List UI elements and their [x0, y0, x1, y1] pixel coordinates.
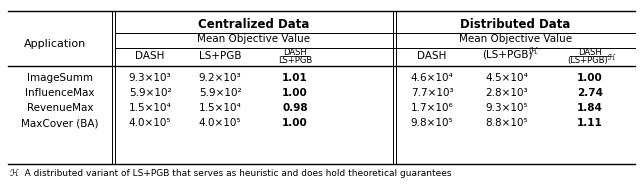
- Text: 5.9×10²: 5.9×10²: [198, 88, 241, 98]
- Text: Distributed Data: Distributed Data: [460, 17, 571, 31]
- Text: (LS+PGB): (LS+PGB): [482, 49, 532, 59]
- Text: 1.7×10⁶: 1.7×10⁶: [411, 103, 453, 113]
- Text: DASH: DASH: [283, 47, 307, 57]
- Text: 9.3×10³: 9.3×10³: [129, 73, 172, 83]
- Text: 1.11: 1.11: [577, 118, 603, 128]
- Text: 1.5×10⁴: 1.5×10⁴: [129, 103, 172, 113]
- Text: MaxCover (BA): MaxCover (BA): [21, 118, 99, 128]
- Text: 7.7×10³: 7.7×10³: [411, 88, 453, 98]
- Text: 8.8×10⁵: 8.8×10⁵: [486, 118, 528, 128]
- Text: ℋ: ℋ: [529, 46, 538, 55]
- Text: RevenueMax: RevenueMax: [27, 103, 93, 113]
- Text: Mean Objective Value: Mean Objective Value: [197, 34, 310, 44]
- Text: InfluenceMax: InfluenceMax: [25, 88, 95, 98]
- Text: 4.6×10⁴: 4.6×10⁴: [411, 73, 453, 83]
- Text: DASH: DASH: [135, 51, 164, 61]
- Text: 9.8×10⁵: 9.8×10⁵: [411, 118, 453, 128]
- Text: DASH: DASH: [417, 51, 447, 61]
- Text: 9.3×10⁵: 9.3×10⁵: [486, 103, 528, 113]
- Text: 1.00: 1.00: [282, 118, 308, 128]
- Text: ImageSumm: ImageSumm: [27, 73, 93, 83]
- Text: Application: Application: [24, 39, 86, 49]
- Text: (LS+PGB): (LS+PGB): [568, 55, 609, 65]
- Text: LS+PGB: LS+PGB: [199, 51, 241, 61]
- Text: ℋ  A distributed variant of LS+PGB that serves as heuristic and does hold theore: ℋ A distributed variant of LS+PGB that s…: [10, 169, 451, 179]
- Text: DASH: DASH: [578, 47, 602, 57]
- Text: 1.01: 1.01: [282, 73, 308, 83]
- Text: 1.00: 1.00: [282, 88, 308, 98]
- Text: ℋ: ℋ: [608, 52, 616, 62]
- Text: 2.74: 2.74: [577, 88, 603, 98]
- Text: 4.0×10⁵: 4.0×10⁵: [199, 118, 241, 128]
- Text: 1.00: 1.00: [577, 73, 603, 83]
- Text: Centralized Data: Centralized Data: [198, 17, 310, 31]
- Text: 1.84: 1.84: [577, 103, 603, 113]
- Text: 9.2×10³: 9.2×10³: [198, 73, 241, 83]
- Text: LS+PGB: LS+PGB: [278, 55, 312, 65]
- Text: 1.5×10⁴: 1.5×10⁴: [198, 103, 241, 113]
- Text: 4.0×10⁵: 4.0×10⁵: [129, 118, 172, 128]
- Text: Mean Objective Value: Mean Objective Value: [459, 34, 572, 44]
- Text: 0.98: 0.98: [282, 103, 308, 113]
- Text: 2.8×10³: 2.8×10³: [486, 88, 528, 98]
- Text: 4.5×10⁴: 4.5×10⁴: [486, 73, 529, 83]
- Text: 5.9×10²: 5.9×10²: [129, 88, 172, 98]
